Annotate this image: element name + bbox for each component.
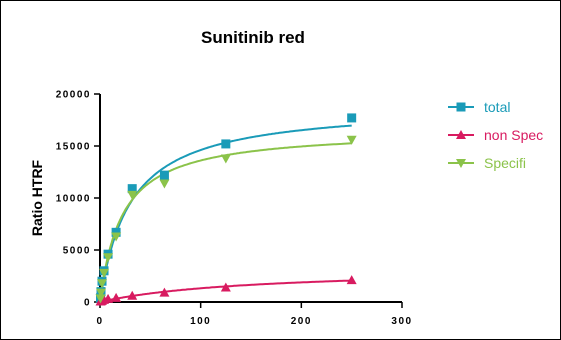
data-point-specifi bbox=[346, 135, 357, 145]
y-tick-label: 0 bbox=[84, 298, 91, 309]
data-point-specifi bbox=[159, 179, 170, 189]
legend-label-specifi: Specifi bbox=[484, 155, 526, 171]
data-point-specifi bbox=[99, 268, 110, 278]
legend-label-total: total bbox=[484, 99, 510, 115]
data-point-specifi bbox=[220, 154, 231, 164]
fit-curves bbox=[99, 124, 352, 303]
chart-title: Sunitinib red bbox=[201, 28, 305, 47]
data-point-non-spec bbox=[111, 292, 122, 302]
data-points bbox=[95, 113, 357, 306]
y-tick-label: 15000 bbox=[56, 142, 91, 153]
data-point-specifi bbox=[97, 279, 108, 289]
data-point-non-spec bbox=[127, 290, 138, 300]
data-point-total bbox=[127, 184, 137, 194]
legend-item-specifi: Specifi bbox=[448, 155, 526, 171]
data-point-specifi bbox=[127, 190, 138, 200]
y-tick-label: 5000 bbox=[63, 246, 91, 257]
data-point-total bbox=[347, 113, 357, 123]
data-point-specifi bbox=[111, 232, 122, 242]
y-axis-label: Ratio HTRF bbox=[29, 159, 45, 236]
fit-curve-specifi bbox=[99, 142, 352, 302]
data-point-non-spec bbox=[346, 275, 357, 285]
y-tick-label: 20000 bbox=[56, 90, 91, 101]
x-tick-label: 100 bbox=[190, 316, 211, 327]
legend-item-total: total bbox=[448, 99, 510, 115]
data-point-total bbox=[111, 227, 121, 237]
data-point-non-spec bbox=[220, 282, 231, 292]
data-point-specifi bbox=[103, 253, 114, 263]
fit-curve-total bbox=[99, 124, 352, 302]
data-point-non-spec bbox=[103, 293, 114, 303]
data-point-specifi bbox=[96, 288, 107, 298]
data-point-total bbox=[159, 170, 169, 180]
x-tick-label: 0 bbox=[96, 316, 103, 327]
y-tick-label: 10000 bbox=[56, 194, 91, 205]
legend-marker-total bbox=[456, 102, 466, 112]
legend-marker-non-spec bbox=[456, 130, 466, 139]
data-point-specifi bbox=[95, 294, 106, 304]
legend-label-non-spec: non Spec bbox=[484, 127, 543, 143]
axes: 0 5000 10000 15000 20000 0 100 200 300 bbox=[56, 90, 412, 328]
data-point-non-spec bbox=[159, 287, 170, 297]
data-point-total bbox=[221, 139, 231, 149]
legend-marker-specifi bbox=[456, 159, 466, 168]
x-tick-label: 200 bbox=[291, 316, 312, 327]
legend-item-non-spec: non Spec bbox=[448, 127, 543, 143]
legend: total non Spec Specifi bbox=[448, 99, 543, 171]
x-tick-label: 300 bbox=[391, 316, 412, 327]
